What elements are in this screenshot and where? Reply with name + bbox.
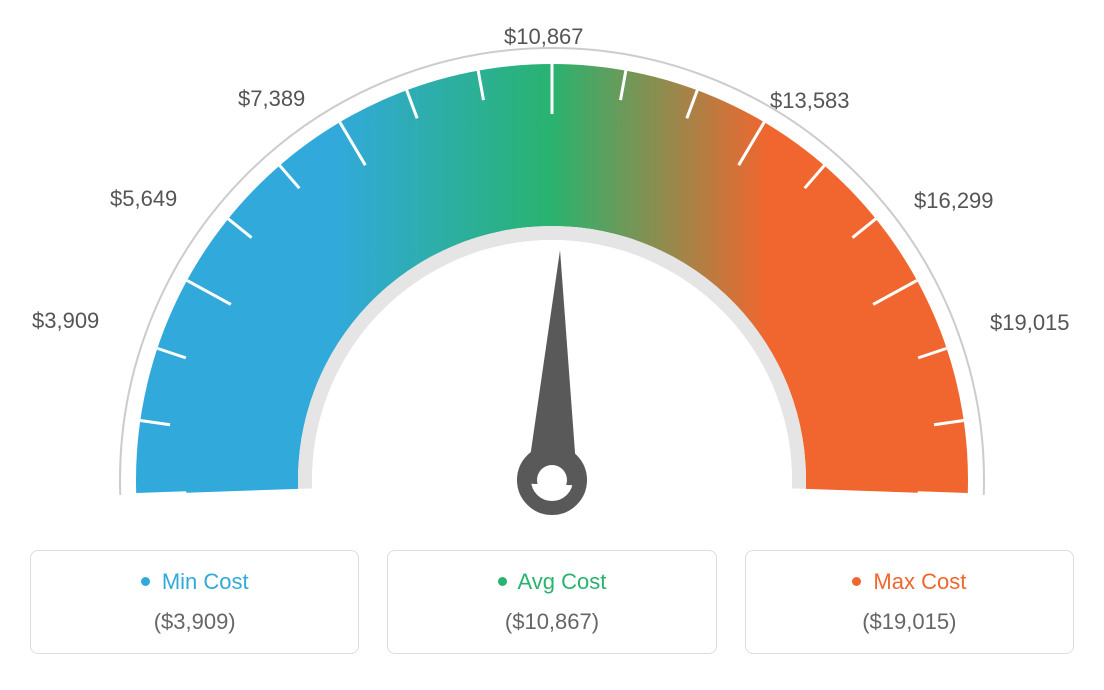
gauge-svg [30,20,1074,520]
legend-title-max: Max Cost [756,569,1063,595]
gauge-tick-label: $10,867 [504,24,584,50]
bullet-icon [852,577,861,586]
legend-title-avg: Avg Cost [398,569,705,595]
legend-label: Avg Cost [518,569,607,594]
gauge-tick-label: $19,015 [990,310,1070,336]
legend-card-min: Min Cost ($3,909) [30,550,359,654]
gauge-wrapper: $3,909 $5,649 $7,389 $10,867 $13,583 $16,299 $… [30,20,1074,520]
legend-value-avg: ($10,867) [398,609,705,635]
legend-card-avg: Avg Cost ($10,867) [387,550,716,654]
gauge-tick-label: $3,909 [32,308,99,334]
legend-card-max: Max Cost ($19,015) [745,550,1074,654]
legend-row: Min Cost ($3,909) Avg Cost ($10,867) Max… [30,550,1074,654]
legend-value-min: ($3,909) [41,609,348,635]
gauge-tick-label: $16,299 [914,188,994,214]
bullet-icon [141,577,150,586]
legend-label: Max Cost [873,569,966,594]
legend-title-min: Min Cost [41,569,348,595]
gauge-tick-label: $7,389 [238,86,305,112]
legend-label: Min Cost [162,569,249,594]
legend-value-max: ($19,015) [756,609,1063,635]
gauge-tick-label: $13,583 [770,88,850,114]
bullet-icon [498,577,507,586]
cost-gauge-chart: $3,909 $5,649 $7,389 $10,867 $13,583 $16,299 $… [30,20,1074,654]
gauge-tick-label: $5,649 [110,186,177,212]
